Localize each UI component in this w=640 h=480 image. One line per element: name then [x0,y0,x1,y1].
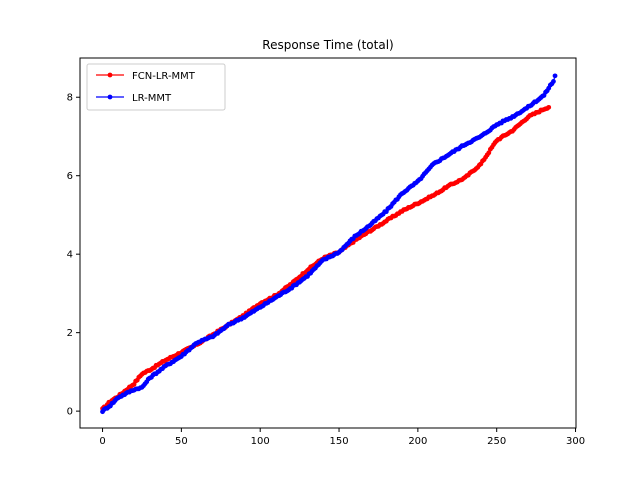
x-tick-label-5: 250 [487,436,506,447]
y-axis: 0 2 4 6 8 [67,93,80,418]
y-tick-label-1: 2 [67,328,73,339]
legend-marker-fcn-lr-mmt [107,72,113,78]
y-tick-label-2: 4 [67,250,73,261]
series-1 [100,73,558,415]
series-1-point-286 [551,78,556,84]
series-layer [100,73,558,415]
x-axis: 0 50 100 150 200 250 300 [99,428,585,447]
legend: FCN-LR-MMT LR-MMT [86,63,226,111]
x-tick-label-1: 50 [175,436,188,447]
y-tick-label-0: 0 [67,407,73,418]
x-tick-label-2: 100 [251,436,270,447]
x-tick-label-0: 0 [99,436,105,447]
x-tick-label-4: 200 [408,436,427,447]
y-tick-label-4: 8 [67,93,73,104]
x-tick-label-3: 150 [329,436,348,447]
x-tick-label-6: 300 [566,436,585,447]
y-tick-label-3: 6 [67,171,73,182]
plot-frame [79,57,577,429]
series-0-point-283 [546,104,552,110]
chart-title: Response Time (total) [262,38,393,52]
legend-marker-lr-mmt [107,94,113,100]
legend-label-lr-mmt: LR-MMT [132,93,172,104]
series-1-point-287 [552,73,558,79]
legend-label-fcn-lr-mmt: FCN-LR-MMT [132,71,196,82]
